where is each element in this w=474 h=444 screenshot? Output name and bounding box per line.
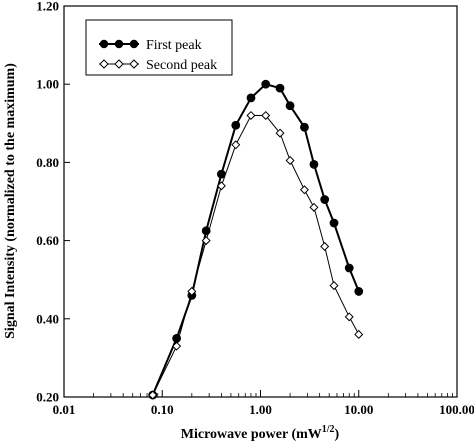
data-point-first-peak bbox=[329, 218, 339, 228]
legend-box bbox=[85, 19, 233, 76]
x-tick-label: 10.00 bbox=[344, 402, 373, 417]
data-point-second-peak bbox=[329, 281, 339, 291]
data-point-second-peak bbox=[354, 329, 364, 339]
data-point-first-peak bbox=[246, 93, 256, 103]
data-point-first-peak bbox=[172, 333, 182, 343]
series-layer bbox=[148, 79, 364, 400]
data-point-first-peak bbox=[300, 122, 309, 132]
legend-marker-first-peak bbox=[129, 39, 139, 49]
data-point-first-peak bbox=[285, 101, 295, 111]
data-point-second-peak bbox=[246, 110, 256, 120]
data-point-first-peak bbox=[309, 159, 319, 169]
x-axis-title-superscript: 1/2 bbox=[322, 424, 335, 435]
series-line-second-peak bbox=[152, 115, 360, 396]
data-point-first-peak bbox=[320, 195, 330, 204]
y-tick-label: 0.40 bbox=[36, 311, 59, 326]
data-point-second-peak bbox=[216, 181, 226, 191]
axis-ticks: 0.20 0.40 0.60 0.80 1.00 1.20 0.01 0.10 1.00 10.0… bbox=[36, 0, 474, 417]
y-tick-label: 1.00 bbox=[36, 77, 59, 92]
data-point-second-peak bbox=[187, 286, 197, 296]
x-axis-title-main: Microwave power (mW bbox=[181, 427, 322, 442]
x-axis-title-end: ) bbox=[335, 427, 340, 442]
y-axis-title: Signal Intensity (normalized to the maxi… bbox=[3, 63, 18, 339]
data-point-second-peak bbox=[285, 155, 295, 165]
legend: First peak Second peak bbox=[85, 19, 233, 76]
y-tick-label: 0.60 bbox=[36, 233, 59, 248]
data-point-second-peak bbox=[309, 202, 319, 212]
y-tick-label: 0.80 bbox=[36, 155, 59, 170]
x-tick-label: 100.00 bbox=[439, 402, 474, 417]
legend-label-first-peak: First peak bbox=[146, 38, 202, 53]
data-point-second-peak bbox=[320, 241, 330, 251]
x-tick-label: 1.00 bbox=[249, 402, 272, 417]
x-axis-title: Microwave power (mW1/2) bbox=[181, 424, 340, 442]
data-point-second-peak bbox=[344, 312, 354, 322]
data-point-second-peak bbox=[148, 390, 158, 400]
y-tick-label: 1.20 bbox=[36, 0, 59, 14]
legend-marker-first-peak bbox=[99, 39, 109, 49]
data-point-second-peak bbox=[261, 110, 271, 120]
legend-marker-second-peak bbox=[99, 59, 109, 69]
data-point-first-peak bbox=[217, 169, 226, 179]
data-point-second-peak bbox=[231, 140, 241, 150]
legend-marker-first-peak bbox=[114, 39, 124, 49]
data-point-second-peak bbox=[275, 128, 285, 138]
x-tick-label: 0.01 bbox=[53, 402, 76, 417]
data-point-second-peak bbox=[201, 236, 211, 246]
legend-marker-second-peak bbox=[129, 59, 139, 69]
legend-marker-second-peak bbox=[114, 59, 124, 69]
data-point-first-peak bbox=[275, 83, 285, 93]
x-tick-label: 0.10 bbox=[151, 402, 174, 417]
y-tick-label: 0.20 bbox=[36, 390, 59, 405]
data-point-second-peak bbox=[172, 341, 182, 351]
data-point-first-peak bbox=[344, 263, 354, 273]
data-point-first-peak bbox=[261, 79, 271, 89]
legend-label-second-peak: Second peak bbox=[146, 58, 217, 73]
data-point-first-peak bbox=[231, 120, 241, 130]
data-point-second-peak bbox=[299, 185, 309, 195]
series-line-first-peak bbox=[151, 83, 360, 396]
data-point-first-peak bbox=[354, 287, 364, 296]
